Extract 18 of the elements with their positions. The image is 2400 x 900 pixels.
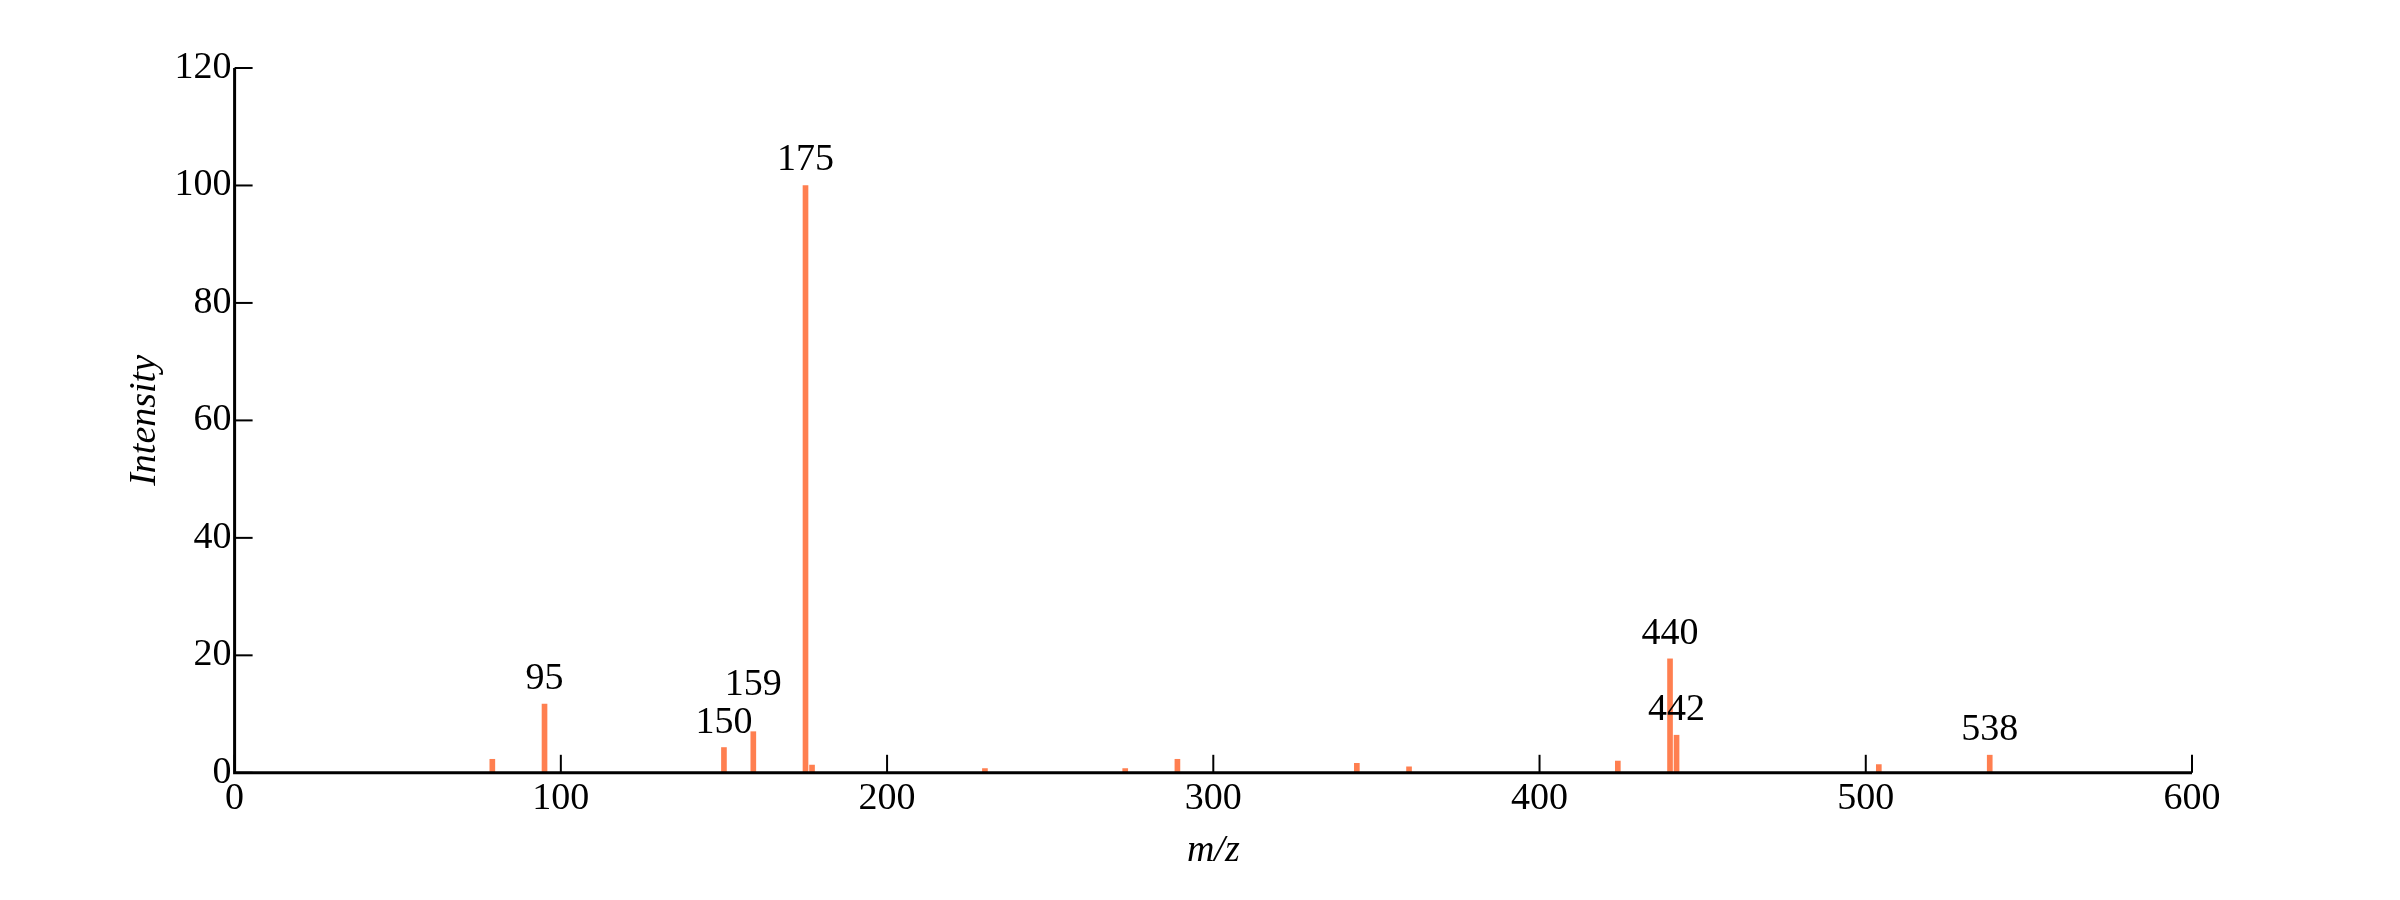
annotation: 175: [777, 136, 835, 179]
y-tick-label: 20: [193, 631, 232, 674]
x-axis-title: m/z: [1186, 827, 1240, 870]
x-tick-label: 500: [1837, 774, 1895, 817]
annotation: 440: [1641, 609, 1699, 652]
x-tick-label: 200: [858, 774, 916, 817]
x-tick-label: 600: [2163, 774, 2221, 817]
x-tick-label: 100: [532, 774, 590, 817]
x-tick-label: 400: [1511, 774, 1569, 817]
y-tick-label: 100: [174, 161, 232, 204]
y-tick-label: 120: [174, 43, 232, 86]
x-tick-label: 300: [1184, 774, 1242, 817]
annotation: 538: [1961, 706, 2019, 749]
y-axis-title: Intensity: [120, 354, 163, 487]
y-tick-label: 40: [193, 513, 232, 556]
y-tick-label: 80: [193, 278, 232, 321]
annotation: 95: [525, 655, 564, 698]
y-tick-label: 60: [193, 396, 232, 439]
